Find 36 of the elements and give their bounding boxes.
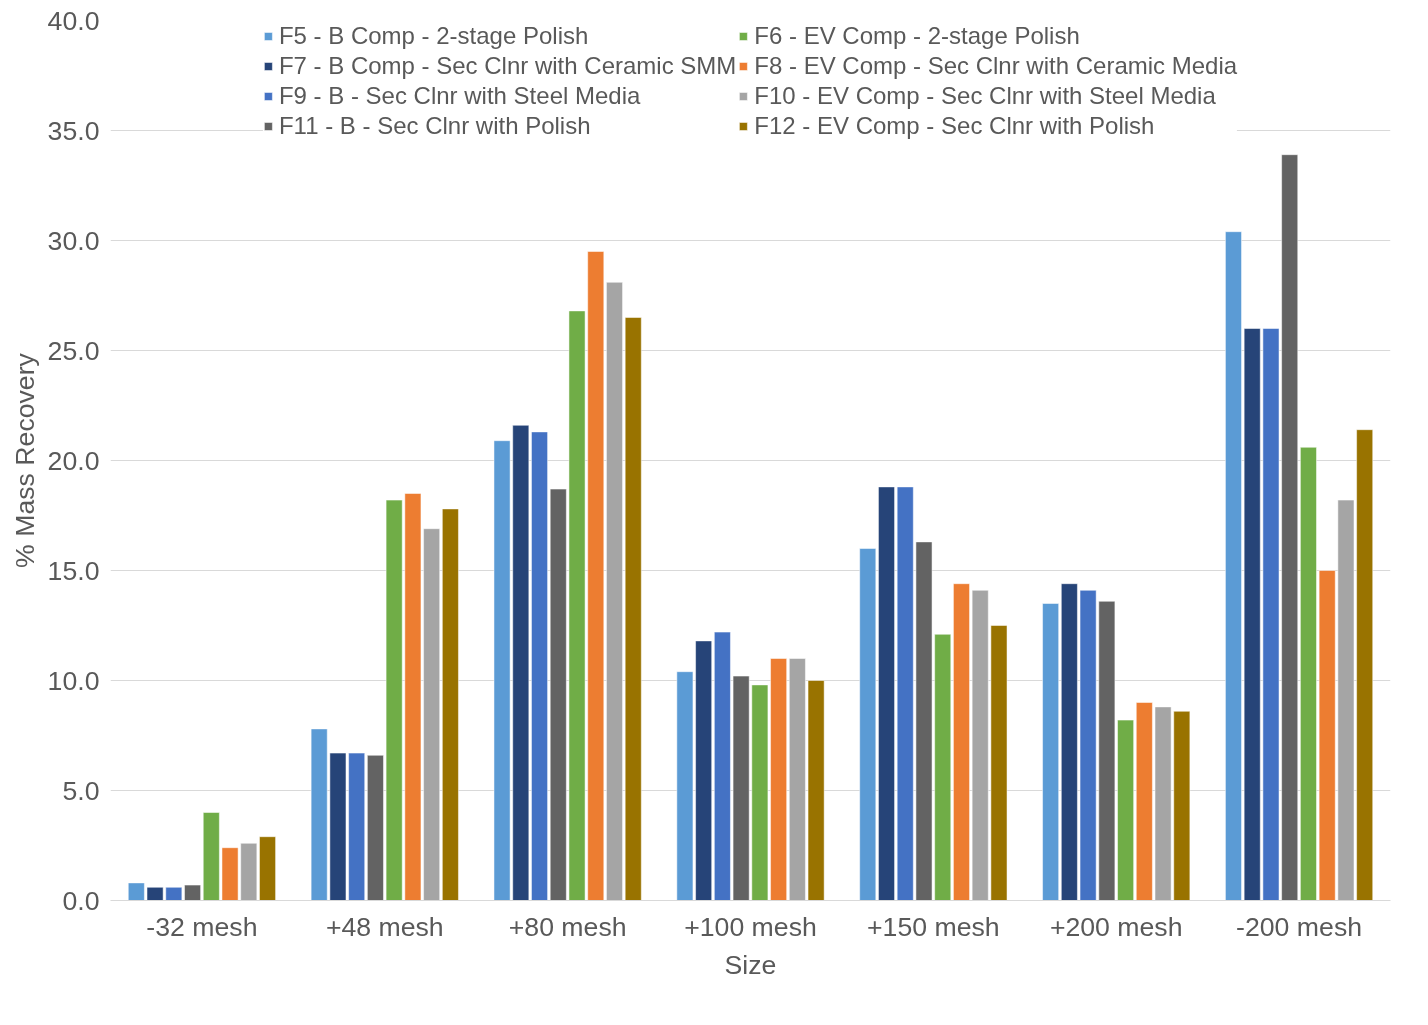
legend-label: F7 - B Comp - Sec Clnr with Ceramic SMM bbox=[278, 52, 737, 80]
legend-label: F9 - B - Sec Clnr with Steel Media bbox=[278, 82, 641, 110]
x-tick-label: -32 mesh bbox=[146, 911, 258, 942]
legend-label: F11 - B - Sec Clnr with Polish bbox=[278, 112, 591, 140]
y-tick-label: 0.0 bbox=[62, 885, 100, 916]
x-tick-label: +48 mesh bbox=[325, 911, 444, 942]
y-tick-label: 35.0 bbox=[47, 115, 100, 146]
bar bbox=[1225, 231, 1242, 901]
x-tick-label: +100 mesh bbox=[684, 911, 817, 942]
y-tick-label: 15.0 bbox=[47, 555, 100, 586]
bar bbox=[442, 508, 459, 901]
x-tick-label: -200 mesh bbox=[1236, 911, 1363, 942]
bar bbox=[624, 317, 642, 901]
y-axis-title: % Mass Recovery bbox=[9, 352, 40, 568]
y-tick-label: 20.0 bbox=[47, 445, 100, 476]
legend-label: F6 - EV Comp - 2-stage Polish bbox=[754, 22, 1080, 50]
y-tick-label: 40.0 bbox=[47, 5, 100, 36]
bar bbox=[606, 282, 623, 901]
bar bbox=[953, 583, 970, 901]
y-tick-label: 25.0 bbox=[47, 335, 100, 366]
legend-label: F10 - EV Comp - Sec Clnr with Steel Media bbox=[754, 82, 1216, 110]
x-tick-label: +80 mesh bbox=[508, 911, 627, 942]
bar bbox=[531, 431, 548, 901]
legend-label: F8 - EV Comp - Sec Clnr with Ceramic Media bbox=[754, 52, 1238, 80]
x-axis-title: Size bbox=[724, 949, 777, 980]
y-tick-label: 10.0 bbox=[47, 665, 100, 696]
legend-label: F5 - B Comp - 2-stage Polish bbox=[278, 22, 589, 50]
y-tick-label: 30.0 bbox=[47, 225, 100, 256]
legend-label: F12 - EV Comp - Sec Clnr with Polish bbox=[754, 112, 1155, 140]
bar bbox=[878, 486, 895, 901]
bar bbox=[1042, 603, 1059, 901]
bar bbox=[859, 548, 877, 901]
y-tick-label: 5.0 bbox=[62, 775, 100, 806]
bar bbox=[259, 836, 276, 901]
x-tick-label: +150 mesh bbox=[867, 911, 1000, 942]
x-tick-label: +200 mesh bbox=[1049, 911, 1183, 942]
